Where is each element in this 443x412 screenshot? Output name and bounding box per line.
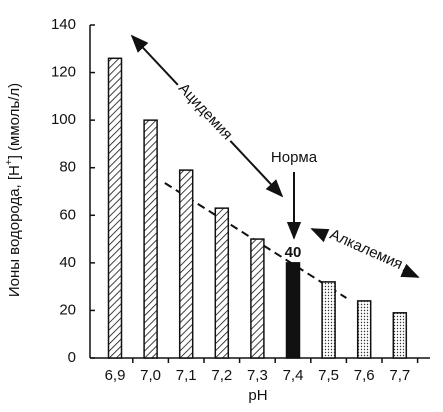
y-tick-label: 120 — [51, 64, 76, 81]
y-label-sup: + — [4, 159, 15, 165]
x-tick-label: 7,7 — [389, 367, 410, 384]
value-label: 40 — [285, 244, 302, 261]
bar — [392, 312, 408, 359]
annotation-bg — [324, 224, 408, 275]
x-tick-label: 7,4 — [283, 367, 304, 384]
bar — [250, 238, 265, 359]
y-tick-label: 80 — [59, 159, 76, 176]
y-label-part: ] (ммоль/л) — [6, 83, 23, 159]
x-tick-label: 7,3 — [247, 367, 268, 384]
x-tick-label: 7,5 — [318, 367, 339, 384]
bar — [143, 119, 158, 359]
x-tick-label: 7,0 — [140, 367, 161, 384]
annotation-bg — [172, 77, 238, 146]
bar — [178, 169, 194, 359]
y-tick-label: 20 — [59, 301, 76, 318]
x-tick-label: 7,1 — [176, 367, 197, 384]
y-tick-label: 0 — [68, 349, 76, 366]
x-tick-label: 7,6 — [354, 367, 375, 384]
y-axis-label: Ионы водорода, [H+] (ммоль/л) — [4, 83, 23, 297]
bar — [285, 262, 301, 359]
x-tick-label: 6,9 — [105, 367, 126, 384]
x-axis-label: pH — [248, 387, 267, 404]
annotation: Норма — [271, 149, 318, 166]
bar — [107, 57, 123, 359]
y-tick-label: 60 — [59, 206, 76, 223]
bar — [356, 300, 372, 359]
annotation: Алкалемия — [327, 226, 405, 273]
x-tick-label: 7,2 — [211, 367, 232, 384]
y-tick-label: 40 — [59, 254, 76, 271]
annotation: Ацидемия — [175, 80, 236, 143]
bar — [214, 207, 230, 359]
y-tick-label: 140 — [51, 16, 76, 33]
bar — [321, 281, 336, 359]
y-tick-label: 100 — [51, 111, 76, 128]
y-label-part: Ионы водорода, [H — [6, 165, 23, 297]
annotation-bg — [267, 148, 321, 166]
